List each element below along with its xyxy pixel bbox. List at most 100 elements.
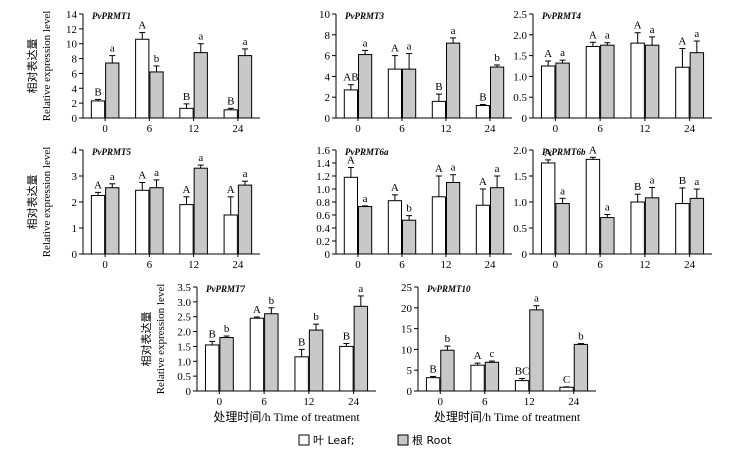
x-tick-label: 6	[147, 123, 153, 135]
y-tick-label: 1.5	[513, 51, 527, 63]
significance-letter: a	[363, 193, 368, 205]
x-tick-label: 6	[482, 396, 488, 408]
panel-title: PvPRMT4	[542, 11, 581, 21]
bar-leaf-24	[475, 105, 490, 119]
y-axis-label-cn: 相对表达量	[25, 175, 39, 230]
significance-letter: c	[489, 348, 494, 360]
bar-root-24	[353, 305, 369, 392]
significance-letter: B	[183, 91, 190, 103]
y-tick-label: 2.5	[513, 9, 527, 21]
significance-letter: a	[534, 293, 539, 305]
bar-root-6	[484, 361, 500, 392]
y-tick-label: 0	[407, 386, 413, 398]
y-tick-label: 10	[401, 344, 413, 356]
x-tick-label: 12	[188, 123, 199, 135]
bar-leaf-6	[387, 200, 402, 255]
significance-letter: a	[198, 152, 203, 164]
bar-leaf-6	[387, 68, 402, 119]
panel-PvPRMT7: 0 0.5 1.0 1.5 2.0 2.5 3.0 3.5 PvPRMT7 0 B b 6 Ab 12 Bb 2…	[139, 282, 376, 424]
significance-letter: a	[694, 28, 699, 40]
significance-letter: b	[154, 53, 160, 65]
significance-letter: b	[313, 311, 319, 323]
x-tick-label: 24	[568, 396, 580, 408]
panel-PvPRMT6a: 00.20.40.60.81.01.21.41.6 PvPRMT6a0Aa6Ab1…	[316, 145, 512, 271]
y-tick-label: 3.0	[177, 297, 191, 309]
bar-leaf-24	[559, 386, 574, 392]
y-tick-label: 1.0	[316, 184, 330, 196]
bar-root-6	[264, 313, 279, 392]
significance-letter: B	[435, 81, 442, 93]
y-tick-label: 15	[401, 324, 413, 336]
y-tick-label: 1.0	[513, 197, 527, 209]
bar-root-24	[573, 343, 589, 392]
significance-letter: a	[451, 162, 456, 174]
significance-letter: a	[605, 30, 610, 42]
bar-root-12	[644, 197, 660, 255]
y-tick-label: 4	[325, 71, 331, 83]
x-tick-label: 12	[303, 396, 314, 408]
y-tick-label: 10	[319, 9, 331, 21]
significance-letter: a	[407, 41, 412, 53]
panel-title: PvPRMT6a	[345, 147, 389, 157]
y-tick-label: 1.5	[177, 341, 191, 353]
bar-leaf-24	[475, 204, 490, 255]
bar-root-12	[446, 182, 461, 255]
legend-leaf-swatch	[298, 434, 310, 446]
significance-letter: A	[138, 20, 146, 32]
significance-letter: b	[406, 203, 412, 215]
y-tick-label: 0.5	[177, 371, 191, 383]
panel-title: PvPRMT3	[345, 11, 384, 21]
bar-root-6	[600, 44, 615, 119]
significance-letter: A	[589, 144, 597, 156]
significance-letter: a	[243, 36, 248, 48]
y-tick-label: 2.0	[513, 145, 527, 157]
significance-letter: A	[435, 163, 443, 175]
legend-root-label: 根 Root	[412, 433, 452, 447]
x-tick-label: 6	[399, 123, 405, 135]
bar-root-0	[105, 187, 120, 255]
panel-title: PvPRMT1	[92, 11, 131, 21]
significance-letter: A	[391, 43, 399, 55]
significance-letter: B	[634, 181, 641, 193]
bar-leaf-24	[675, 203, 690, 255]
legend-root-swatch	[397, 434, 409, 446]
panel-title: PvPRMT10	[427, 284, 471, 294]
x-tick-label: 0	[553, 259, 559, 271]
bar-root-6	[600, 217, 615, 255]
bar-leaf-0	[425, 377, 441, 392]
significance-letter: B	[343, 330, 350, 342]
y-tick-label: 0.8	[316, 197, 330, 209]
significance-letter: a	[451, 25, 456, 37]
bar-root-0	[105, 62, 120, 119]
significance-letter: b	[224, 323, 230, 335]
y-tick-label: 1	[72, 223, 78, 235]
panel-PvPRMT6b: 0 0.5 1.0 1.5 2.0 PvPRMT6b 0 Aa 6 Aa 12 Ba 24 B a	[513, 144, 712, 271]
significance-letter: B	[208, 328, 215, 340]
y-tick-label: 1.0	[513, 71, 527, 83]
bar-leaf-12	[630, 42, 645, 119]
bar-root-24	[237, 55, 253, 119]
bar-root-12	[529, 309, 544, 392]
y-axis-label: Relative expression level	[41, 11, 53, 122]
x-tick-label: 6	[147, 259, 153, 271]
y-tick-label: 0.4	[316, 223, 330, 235]
panel-title: PvPRMT7	[206, 284, 245, 294]
y-tick-label: 1.0	[177, 356, 191, 368]
y-tick-label: 0	[325, 113, 331, 125]
significance-letter: a	[110, 43, 115, 55]
x-tick-label: 6	[399, 259, 405, 271]
legend: 叶 Leaf; 根 Root	[298, 433, 452, 447]
x-tick-label: 12	[441, 123, 452, 135]
y-tick-label: 1.2	[316, 171, 330, 183]
y-tick-label: 2	[72, 197, 78, 209]
bar-root-24	[689, 197, 705, 255]
x-tick-label: 0	[438, 396, 444, 408]
bar-root-12	[193, 167, 208, 255]
x-tick-label: 24	[684, 123, 696, 135]
bar-leaf-12	[179, 204, 194, 255]
legend-leaf-label: 叶 Leaf;	[313, 434, 355, 447]
y-axis-label-cn: 相对表达量	[139, 312, 153, 367]
bar-root-24	[490, 187, 505, 255]
significance-letter: B	[298, 336, 305, 348]
y-tick-label: 2.0	[177, 327, 191, 339]
